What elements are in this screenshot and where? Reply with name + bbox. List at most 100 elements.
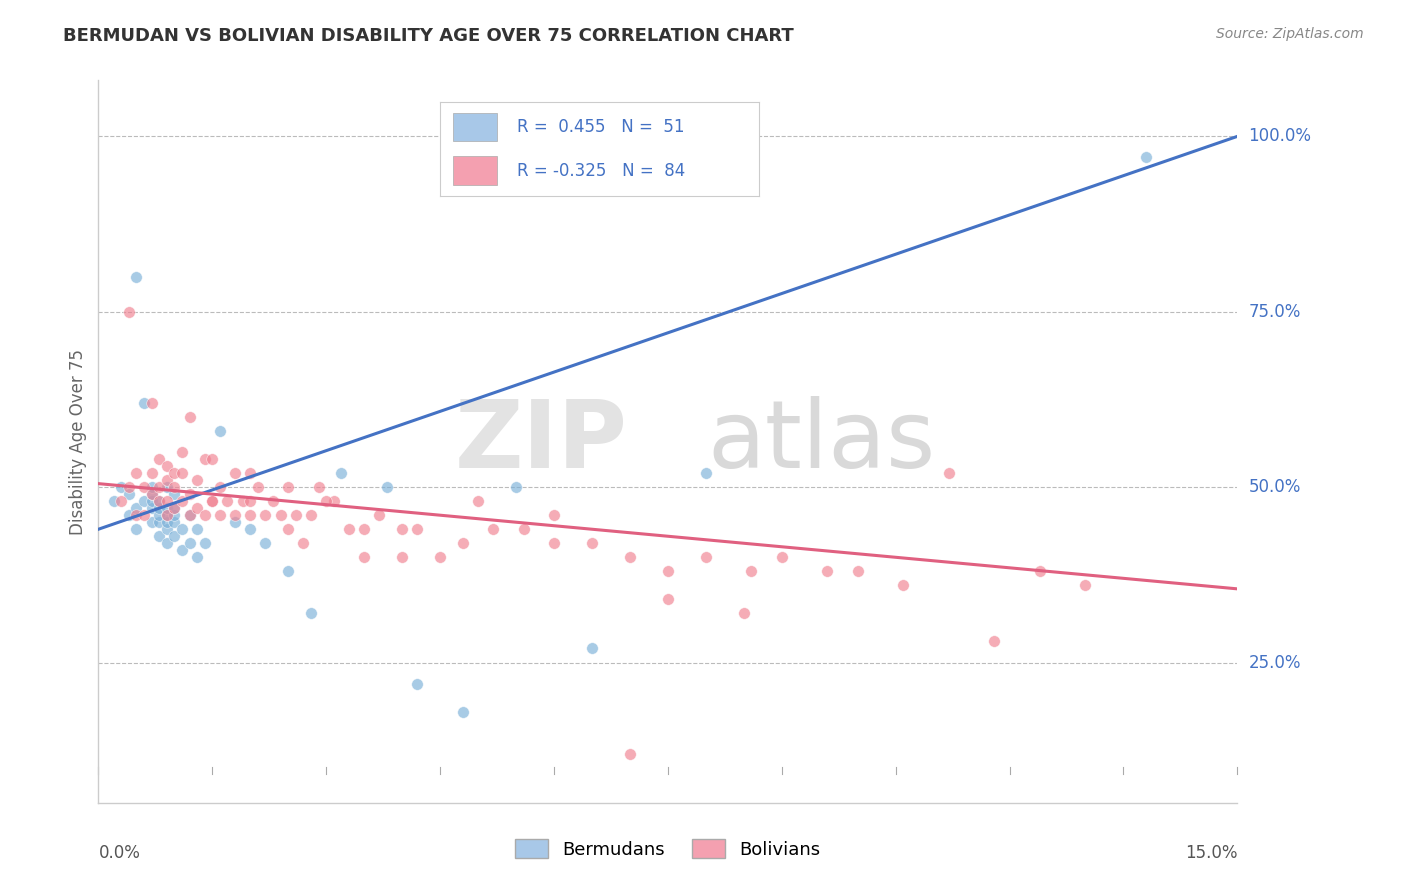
Point bbox=[163, 501, 186, 516]
Point bbox=[118, 487, 141, 501]
Y-axis label: Disability Age Over 75: Disability Age Over 75 bbox=[69, 349, 87, 534]
Point bbox=[118, 480, 141, 494]
Point bbox=[125, 501, 148, 516]
Point bbox=[224, 515, 246, 529]
Point bbox=[1135, 151, 1157, 165]
Point bbox=[186, 522, 208, 536]
Point bbox=[179, 409, 201, 424]
Point bbox=[163, 508, 186, 523]
Point bbox=[505, 480, 527, 494]
Point bbox=[125, 522, 148, 536]
Point bbox=[299, 607, 322, 621]
Point bbox=[132, 494, 155, 508]
Point bbox=[141, 487, 163, 501]
Point bbox=[262, 494, 284, 508]
Point bbox=[148, 494, 170, 508]
Point bbox=[141, 466, 163, 480]
Point bbox=[1074, 578, 1097, 592]
Point bbox=[179, 536, 201, 550]
Point bbox=[110, 494, 132, 508]
Point bbox=[170, 522, 193, 536]
Point bbox=[148, 508, 170, 523]
Point bbox=[277, 480, 299, 494]
Point bbox=[141, 487, 163, 501]
Legend: Bermudans, Bolivians: Bermudans, Bolivians bbox=[508, 832, 828, 866]
Point bbox=[118, 305, 141, 319]
Point bbox=[657, 592, 679, 607]
Point bbox=[375, 480, 398, 494]
Point bbox=[733, 607, 755, 621]
Point bbox=[337, 522, 360, 536]
Point bbox=[246, 480, 269, 494]
Point bbox=[391, 522, 413, 536]
Point bbox=[429, 550, 451, 565]
Text: 25.0%: 25.0% bbox=[1249, 654, 1301, 672]
Point bbox=[846, 564, 869, 578]
Point bbox=[132, 508, 155, 523]
Point bbox=[217, 494, 239, 508]
Point bbox=[186, 550, 208, 565]
Point bbox=[132, 396, 155, 410]
Point bbox=[156, 494, 179, 508]
Point bbox=[148, 515, 170, 529]
Point bbox=[163, 501, 186, 516]
Point bbox=[277, 522, 299, 536]
Point bbox=[239, 508, 262, 523]
Point bbox=[451, 536, 474, 550]
Point bbox=[179, 508, 201, 523]
Point bbox=[163, 480, 186, 494]
Point bbox=[170, 494, 193, 508]
Text: BERMUDAN VS BOLIVIAN DISABILITY AGE OVER 75 CORRELATION CHART: BERMUDAN VS BOLIVIAN DISABILITY AGE OVER… bbox=[63, 27, 794, 45]
Point bbox=[292, 536, 315, 550]
Point bbox=[163, 529, 186, 543]
Point bbox=[239, 522, 262, 536]
Text: atlas: atlas bbox=[707, 395, 936, 488]
Point bbox=[239, 466, 262, 480]
Point bbox=[194, 452, 217, 467]
Point bbox=[194, 508, 217, 523]
Point bbox=[815, 564, 838, 578]
Point bbox=[170, 466, 193, 480]
Point bbox=[322, 494, 344, 508]
Point bbox=[543, 508, 565, 523]
Point bbox=[208, 424, 231, 438]
Point bbox=[619, 747, 641, 761]
Point bbox=[103, 494, 125, 508]
Point bbox=[148, 480, 170, 494]
Point bbox=[254, 536, 277, 550]
Point bbox=[299, 508, 322, 523]
Text: 50.0%: 50.0% bbox=[1249, 478, 1301, 496]
Point bbox=[156, 459, 179, 474]
Point bbox=[277, 564, 299, 578]
Point bbox=[224, 508, 246, 523]
Point bbox=[451, 705, 474, 719]
Point bbox=[201, 494, 224, 508]
Point bbox=[315, 494, 337, 508]
Point bbox=[270, 508, 292, 523]
Point bbox=[406, 522, 429, 536]
Point bbox=[163, 515, 186, 529]
Point bbox=[186, 501, 208, 516]
Point bbox=[141, 501, 163, 516]
Point bbox=[141, 515, 163, 529]
Text: 0.0%: 0.0% bbox=[98, 845, 141, 863]
Point bbox=[170, 543, 193, 558]
Text: 75.0%: 75.0% bbox=[1249, 302, 1301, 321]
Point bbox=[156, 473, 179, 487]
Point bbox=[208, 480, 231, 494]
Point bbox=[406, 676, 429, 690]
Text: 15.0%: 15.0% bbox=[1185, 845, 1237, 863]
Point bbox=[695, 466, 717, 480]
Point bbox=[224, 466, 246, 480]
Text: ZIP: ZIP bbox=[456, 395, 628, 488]
Point bbox=[156, 508, 179, 523]
Point bbox=[163, 487, 186, 501]
Point bbox=[148, 501, 170, 516]
Point bbox=[512, 522, 534, 536]
Point bbox=[179, 508, 201, 523]
Point bbox=[938, 466, 960, 480]
Point bbox=[254, 508, 277, 523]
Point bbox=[581, 641, 603, 656]
Text: 100.0%: 100.0% bbox=[1249, 128, 1312, 145]
Point bbox=[239, 494, 262, 508]
